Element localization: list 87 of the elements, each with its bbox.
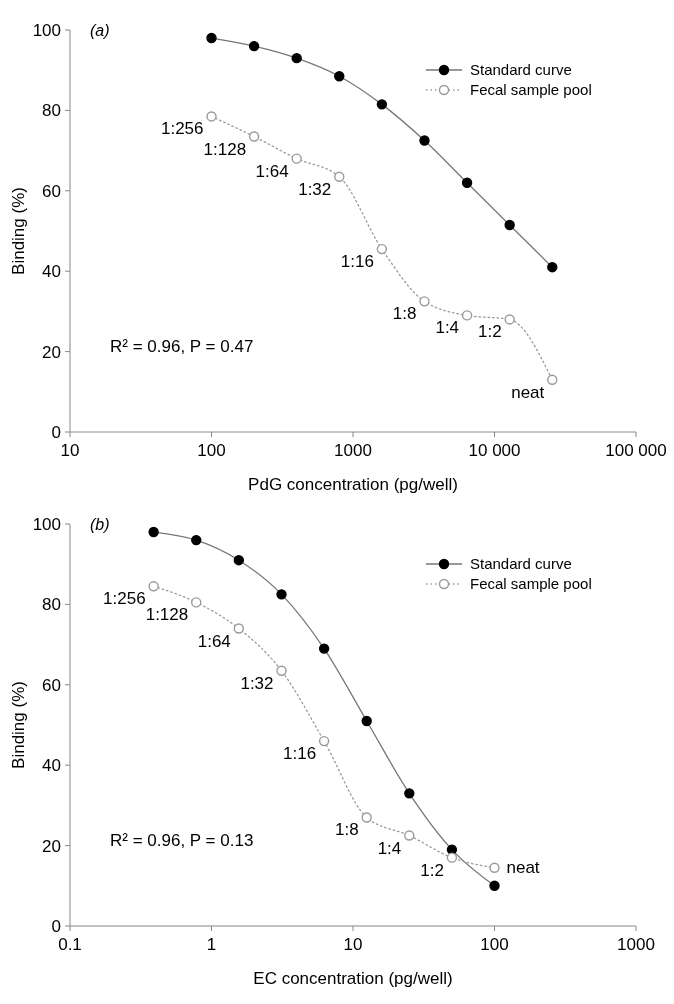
annotation: neat [511, 382, 545, 402]
point [547, 261, 558, 273]
point [361, 812, 372, 823]
annotation: R² = 0.96, P = 0.13 [110, 831, 254, 850]
y-axis-title: Binding (%) [9, 681, 28, 769]
point [376, 243, 388, 255]
annotation: 1:32 [240, 673, 274, 693]
x-tick-label: 1000 [617, 935, 655, 954]
point [419, 296, 430, 307]
point [248, 131, 260, 142]
point [547, 374, 558, 385]
point [446, 852, 458, 863]
x-tick-label: 1000 [334, 441, 372, 460]
x-tick-label: 10 000 [468, 441, 521, 460]
point [233, 554, 245, 566]
chart-title: (b) [90, 516, 110, 533]
point [233, 623, 245, 634]
y-tick-label: 20 [42, 836, 61, 856]
legend-label: Fecal sample pool [470, 81, 592, 99]
y-tick-label: 100 [32, 514, 61, 534]
legend-label: Standard curve [470, 61, 572, 79]
annotation: 1:8 [392, 304, 417, 324]
point [148, 526, 159, 538]
point [206, 32, 217, 44]
y-tick-label: 80 [42, 595, 61, 615]
y-tick-label: 40 [42, 756, 61, 776]
x-tick-label: 10 [343, 935, 363, 954]
x-tick-label: 100 000 [605, 441, 667, 460]
legend-label: Standard curve [470, 555, 572, 573]
point [276, 589, 287, 600]
point [276, 665, 287, 676]
point [404, 830, 415, 841]
x-tick-label: 10 [60, 441, 80, 460]
annotation: 1:256 [103, 589, 146, 609]
point [291, 153, 302, 164]
point [148, 581, 159, 592]
y-tick-label: 60 [42, 675, 61, 695]
y-tick-label: 20 [42, 342, 61, 362]
point [191, 597, 202, 608]
point [461, 177, 473, 188]
point [419, 135, 430, 146]
y-tick-label: 80 [42, 101, 61, 121]
point [504, 314, 515, 325]
annotation: 1:128 [203, 139, 247, 159]
x-tick-label: 1 [206, 935, 217, 954]
annotation: 1:2 [478, 322, 502, 342]
annotation: 1:4 [377, 838, 402, 858]
annotation: 1:128 [145, 605, 189, 625]
point [489, 862, 500, 873]
point [504, 219, 515, 231]
x-axis-title: EC concentration (pg/well) [253, 969, 453, 988]
point [461, 310, 473, 321]
point [489, 880, 500, 891]
point [334, 171, 345, 182]
point [376, 99, 388, 110]
annotation: 1:4 [435, 318, 460, 338]
point [291, 52, 302, 64]
annotation: 1:64 [197, 631, 231, 651]
point [318, 643, 330, 654]
legend-label: Fecal sample pool [470, 575, 592, 593]
annotation: 1:8 [335, 820, 359, 840]
annotation: 1:16 [283, 744, 317, 764]
annotation: 1:32 [298, 179, 332, 199]
annotation: 1:64 [255, 161, 289, 181]
y-tick-label: 40 [42, 262, 61, 282]
y-tick-label: 0 [51, 422, 61, 442]
point [404, 788, 415, 799]
y-tick-label: 0 [51, 916, 61, 936]
annotation: 1:16 [340, 252, 374, 272]
x-tick-label: 100 [480, 935, 509, 954]
point [361, 715, 372, 727]
point [318, 735, 330, 747]
y-tick-label: 100 [32, 20, 61, 40]
point [191, 534, 202, 546]
annotation: R² = 0.96, P = 0.47 [110, 337, 254, 356]
x-tick-label: 100 [197, 441, 226, 460]
x-axis-title: PdG concentration (pg/well) [248, 475, 458, 494]
annotation: 1:2 [420, 860, 444, 880]
y-axis-title: Binding (%) [9, 187, 28, 275]
annotation: 1:256 [160, 119, 204, 139]
point [334, 71, 345, 82]
point [248, 40, 260, 52]
point [206, 111, 217, 122]
x-tick-label: 0.1 [58, 935, 82, 954]
chart-title: (a) [90, 22, 110, 39]
y-tick-label: 60 [42, 181, 61, 201]
annotation: neat [506, 857, 540, 877]
